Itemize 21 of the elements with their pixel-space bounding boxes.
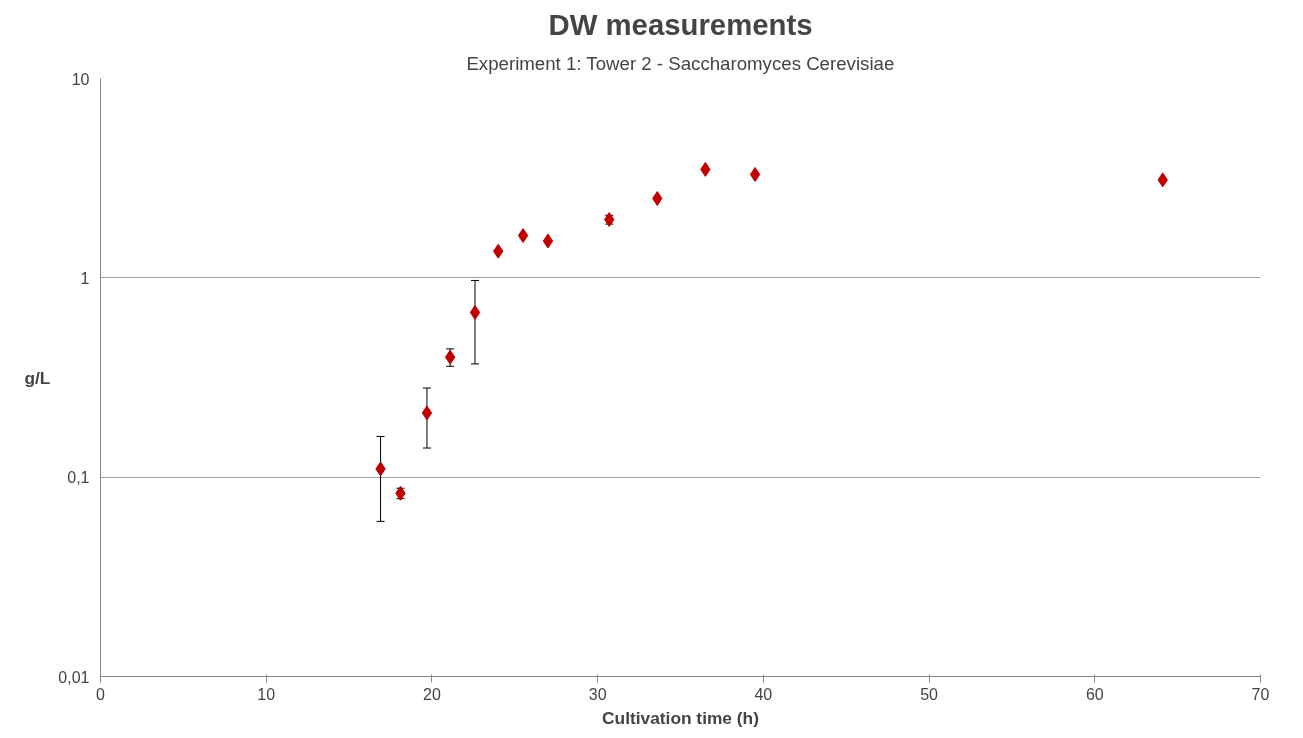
point [749,166,761,182]
x-axis-title: Cultivation time (h) [602,707,759,728]
x-tick-label: 0 [96,685,106,703]
point [517,228,529,244]
x-tick-label: 60 [1085,685,1104,703]
x-tick-label: 50 [920,685,939,703]
point [421,405,433,421]
chart-title: DW measurements [548,7,813,41]
y-tick-label: 0,01 [58,668,90,686]
y-axis-title: g/L [24,367,51,388]
x-tick-label: 70 [1251,685,1270,703]
y-tick-label: 1 [80,269,90,287]
x-tick-label: 30 [588,685,607,703]
y-tick-label: 10 [71,70,90,88]
x-tick-label: 20 [423,685,441,703]
y-tick-label: 0,1 [67,469,90,487]
x-tick-label: 10 [257,685,276,703]
point [469,305,481,320]
chart-subtitle: Experiment 1: Tower 2 - Saccharomyces Cerevisiae [466,52,895,74]
point [542,233,554,249]
x-tick-label: 40 [754,685,773,703]
